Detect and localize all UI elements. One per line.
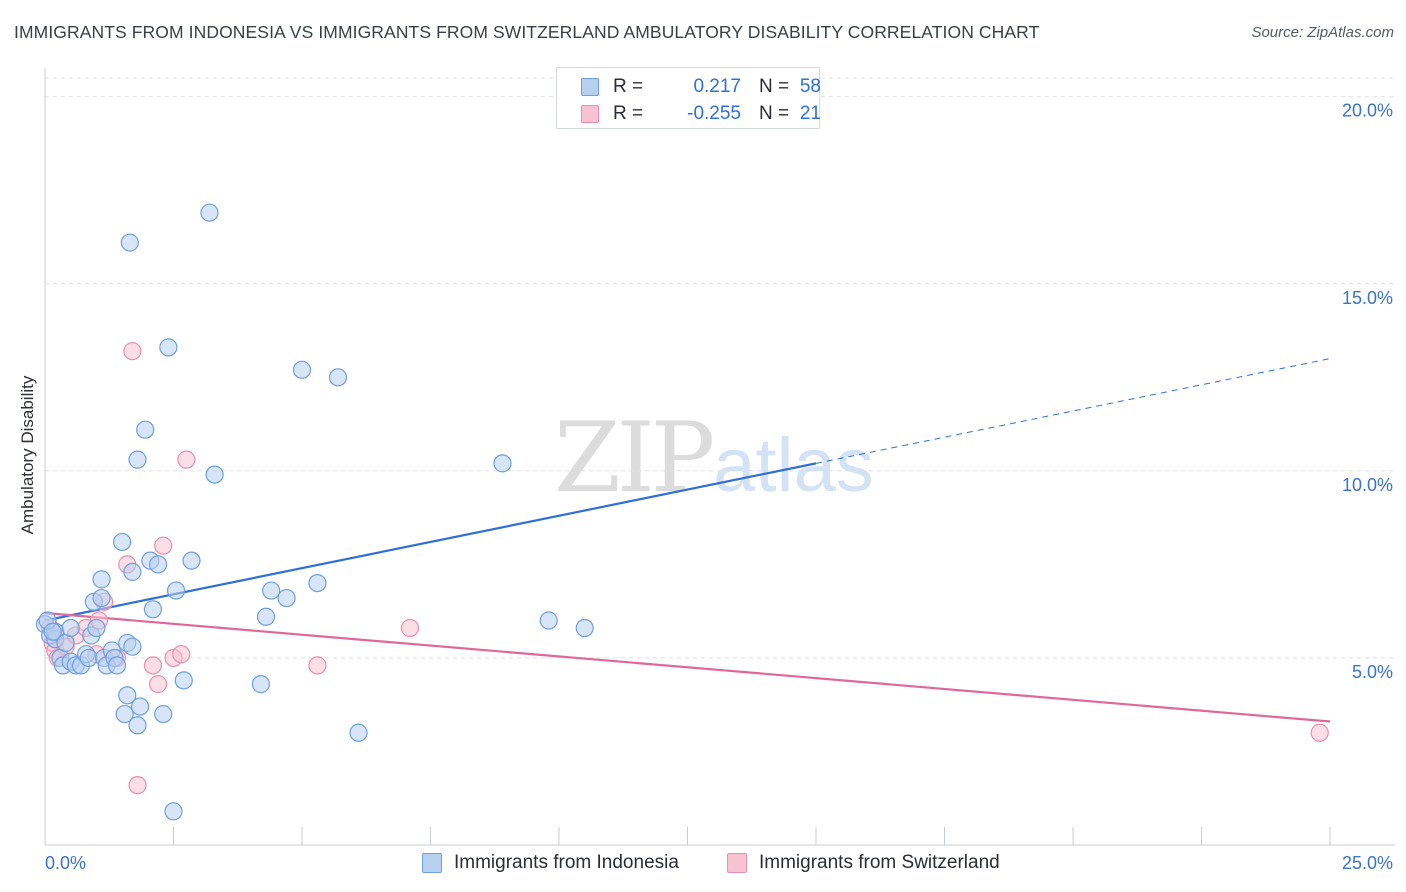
trend-layer [44, 358, 1331, 723]
indonesia-point [136, 420, 155, 439]
switzerland-point [172, 645, 191, 664]
switzerland-point [400, 618, 420, 638]
legend-r-label: R = [613, 76, 644, 97]
source-credit: Source: ZipAtlas.com [1251, 24, 1394, 41]
switzerland-point [177, 450, 196, 469]
switzerland-swatch-icon [727, 853, 747, 873]
indonesia-swatch-icon [422, 853, 442, 873]
indonesia-point [154, 704, 173, 724]
indonesia-point [118, 686, 137, 705]
indonesia-point [308, 573, 327, 593]
x-tick-label: 0.0% [45, 853, 86, 873]
indonesia-point [92, 588, 111, 608]
switzerland-point [143, 656, 163, 675]
indonesia-point [143, 600, 163, 619]
switzerland-point [128, 776, 147, 795]
watermark: ZIPatlas [554, 402, 874, 514]
points-layer [35, 203, 1329, 821]
indonesia-trend-extension [815, 358, 1331, 464]
indonesia-point [148, 555, 168, 574]
indonesia-point [92, 570, 111, 589]
switzerland-point [308, 656, 327, 675]
y-tick-label: 10.0% [1342, 475, 1393, 495]
legend-n-value: 58 [799, 76, 821, 97]
indonesia-point [115, 704, 134, 724]
indonesia-point [128, 716, 147, 735]
indonesia-point [159, 338, 178, 357]
indonesia-point [112, 532, 132, 552]
indonesia-point [328, 368, 348, 387]
watermark-atlas: atlas [713, 423, 874, 508]
indonesia-point [200, 203, 219, 222]
indonesia-point [251, 675, 270, 694]
y-tick-label: 15.0% [1342, 288, 1393, 308]
switzerland-point [148, 675, 168, 694]
legend-n-label: N = [759, 76, 790, 97]
legend-label: Immigrants from Switzerland [759, 852, 1000, 873]
indonesia-point [130, 697, 150, 716]
x-tick-label: 25.0% [1342, 853, 1393, 873]
legend-n-value: 21 [799, 103, 821, 124]
legend-n-label: N = [759, 103, 790, 124]
indonesia-point [174, 671, 193, 690]
indonesia-point [123, 637, 142, 656]
switzerland-swatch-icon [581, 105, 599, 123]
indonesia-point [164, 802, 183, 821]
indonesia-point [493, 454, 512, 473]
switzerland-point [154, 536, 173, 555]
switzerland-trend-line [44, 611, 1331, 723]
indonesia-point [61, 618, 80, 638]
indonesia-point [182, 551, 201, 570]
y-axis-label: Ambulatory Disability [18, 375, 37, 535]
legend-r-value: 0.217 [693, 76, 741, 97]
indonesia-point [539, 611, 558, 630]
indonesia-point [120, 233, 139, 252]
indonesia-point [166, 581, 186, 600]
indonesia-point [79, 648, 98, 668]
indonesia-point [123, 562, 142, 581]
indonesia-point [262, 581, 281, 600]
tick-label-layer: 5.0% 10.0% 15.0% 20.0% 0.0% 25.0% [45, 101, 1393, 873]
indonesia-point [128, 450, 147, 469]
y-tick-label: 20.0% [1342, 101, 1393, 121]
indonesia-point [205, 465, 224, 484]
indonesia-swatch-icon [581, 78, 599, 96]
indonesia-point [43, 622, 62, 641]
grid-layer [45, 77, 1395, 659]
indonesia-point [349, 723, 368, 742]
legend-label: Immigrants from Indonesia [454, 852, 679, 873]
switzerland-point [1310, 723, 1329, 742]
indonesia-point [277, 588, 296, 608]
watermark-zip: ZIP [554, 402, 715, 514]
legend-r-label: R = [613, 103, 644, 124]
axis-layer [44, 68, 1395, 846]
legend-r-value: -0.255 [687, 103, 741, 124]
y-tick-label: 5.0% [1352, 662, 1393, 682]
indonesia-point [87, 618, 106, 638]
switzerland-point [123, 342, 142, 361]
chart-title: IMMIGRANTS FROM INDONESIA VS IMMIGRANTS … [14, 22, 1040, 42]
indonesia-point [292, 360, 312, 379]
indonesia-point [575, 618, 594, 638]
indonesia-point [107, 656, 127, 675]
indonesia-point [256, 607, 276, 626]
stats-legend: R = 0.217 N = 58 R = -0.255 N = 21 [556, 67, 821, 129]
